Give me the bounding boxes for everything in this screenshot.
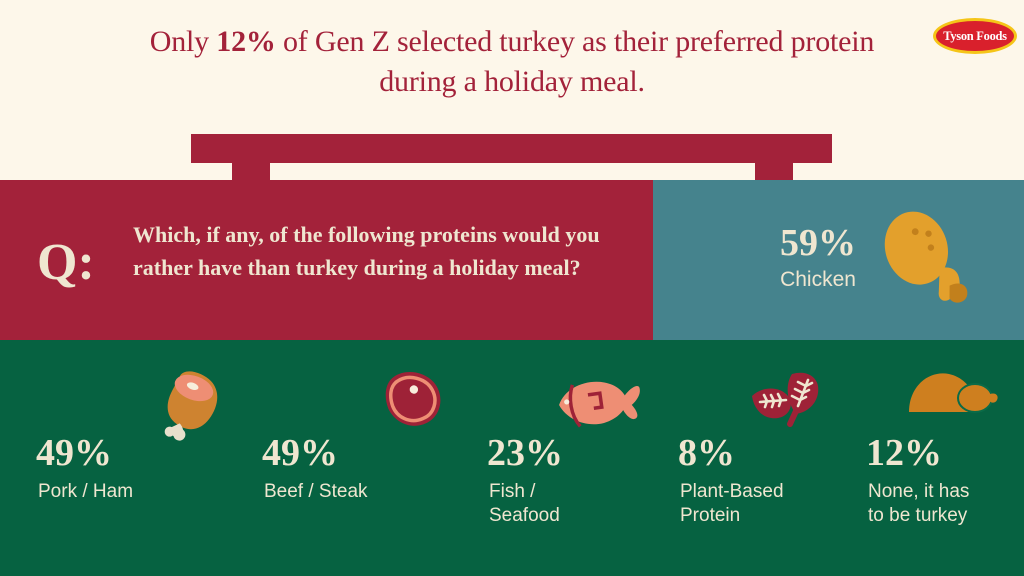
decorative-table-leg-right <box>755 163 793 185</box>
stat-percent: 23% <box>487 432 563 474</box>
logo-text: Tyson Foods <box>943 28 1007 43</box>
header-section: Only 12% of Gen Z selected turkey as the… <box>0 0 1024 180</box>
steak-icon <box>360 364 460 439</box>
fish-icon <box>545 366 645 441</box>
decorative-table-leg-left <box>232 163 270 185</box>
stat-item-plant-based: 8% Plant-Based Protein <box>675 340 865 576</box>
stat-label: Fish / Seafood <box>489 481 560 526</box>
ham-icon <box>140 368 240 443</box>
stat-label: None, it has to be turkey <box>868 481 970 526</box>
roast-turkey-icon <box>901 364 1001 439</box>
decorative-table-bar <box>191 134 832 163</box>
stat-item-fish-seafood: 23% Fish / Seafood <box>460 340 675 576</box>
stat-percent: 8% <box>678 432 735 474</box>
stat-percent: 49% <box>36 432 112 474</box>
featured-stat-label: Chicken <box>780 268 856 291</box>
stat-label: Plant-Based Protein <box>680 481 784 526</box>
chicken-drumstick-icon <box>868 203 988 318</box>
stat-label: Pork / Ham <box>38 481 134 502</box>
featured-stat-percent: 59% <box>780 222 856 264</box>
stat-percent: 12% <box>866 432 942 474</box>
stats-panel: 49% Pork / Ham 49% Beef / Steak <box>0 340 1024 576</box>
headline-prefix: Only <box>149 25 217 58</box>
logo-oval-shape <box>933 18 1017 54</box>
tyson-foods-logo[interactable]: Tyson Foods <box>933 18 1017 54</box>
stat-percent: 49% <box>262 432 338 474</box>
stat-item-none-turkey: 12% None, it has to be turkey <box>865 340 1024 576</box>
featured-stat-panel-chicken: 59% Chicken <box>653 180 1024 340</box>
question-panel: Q: Which, if any, of the following prote… <box>0 180 653 340</box>
stat-item-pork-ham: 49% Pork / Ham <box>0 340 230 576</box>
stat-item-beef-steak: 49% Beef / Steak <box>230 340 460 576</box>
headline-suffix: of Gen Z selected turkey as their prefer… <box>275 25 875 98</box>
question-marker: Q: <box>37 234 95 291</box>
question-text: Which, if any, of the following proteins… <box>133 222 600 280</box>
leaves-icon <box>740 362 840 437</box>
stat-label: Beef / Steak <box>264 481 368 502</box>
page-title: Only 12% of Gen Z selected turkey as the… <box>112 22 912 102</box>
headline-highlight: 12% <box>216 25 276 58</box>
featured-stat-text: 59% Chicken <box>738 222 898 293</box>
